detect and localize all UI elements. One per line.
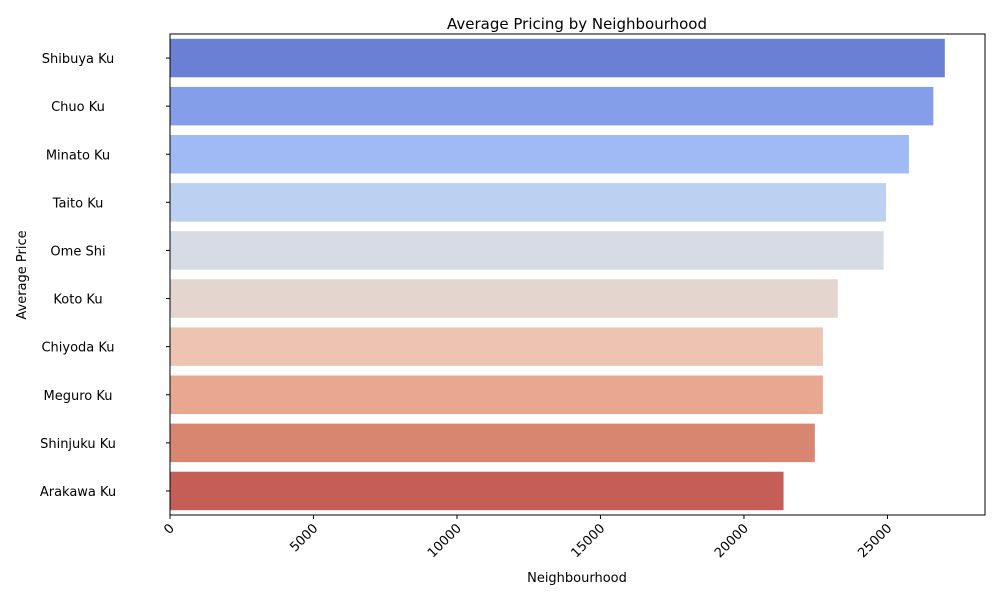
y-tick-label: Shibuya Ku [42,52,115,67]
y-tick-label: Meguro Ku [44,389,113,404]
plot-frame [169,33,986,516]
y-tick-label: Koto Ku [53,293,102,308]
x-tick-label: 20000 [712,521,752,561]
x-axis-label: Neighbourhood [527,571,627,586]
x-tick-label: 10000 [425,521,465,561]
bar-arakawa-ku [170,471,784,511]
y-tick-label: Arakawa Ku [40,485,116,500]
x-tick-label: 0 [161,521,177,537]
bar-meguro-ku [170,375,823,414]
y-tick-label: Chuo Ku [51,100,105,115]
y-tick-label: Ome Shi [50,244,105,259]
x-tick-label: 25000 [855,521,895,561]
axes-layer [169,33,986,516]
bar-koto-ku [170,279,838,318]
bar-minato-ku [170,135,909,174]
y-ticks: Shibuya Ku Chuo Ku Minato Ku Taito Ku Ome Sh… [40,52,170,500]
x-tick-label: 15000 [568,521,608,561]
y-axis-label: Average Price [15,230,30,319]
bar-taito-ku [170,183,886,222]
bar-chuo-ku [170,86,934,126]
bars-layer [170,38,945,511]
x-ticks: 0 5000 10000 15000 20000 25000 [161,515,895,561]
y-tick-label: Shinjuku Ku [40,437,116,452]
y-tick-label: Taito Ku [52,196,104,211]
bar-shinjuku-ku [170,423,815,463]
y-tick-label: Chiyoda Ku [41,341,114,356]
bar-ome-shi [170,231,884,270]
y-tick-label: Minato Ku [46,148,110,163]
x-tick-label: 5000 [287,521,321,555]
bar-chiyoda-ku [170,327,823,366]
chart-title: Average Pricing by Neighbourhood [447,15,707,33]
bar-shibuya-ku [170,38,945,78]
